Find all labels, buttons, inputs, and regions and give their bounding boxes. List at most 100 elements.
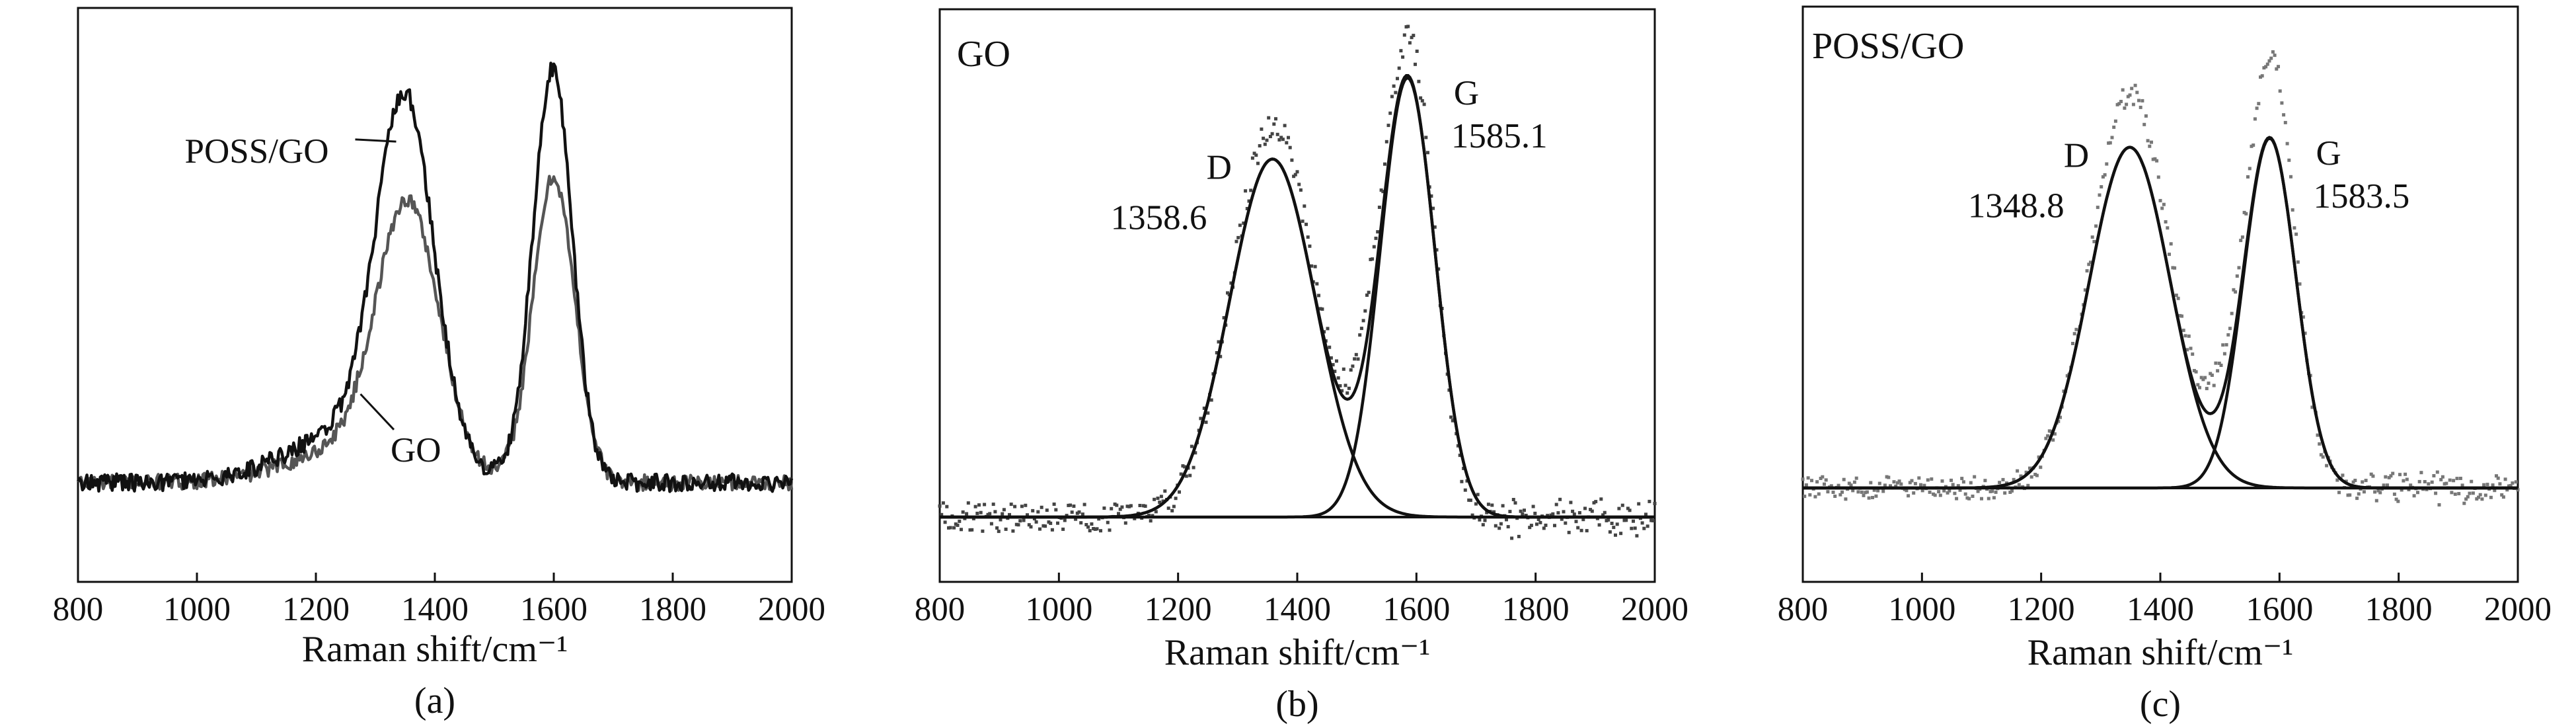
data-point: [1876, 489, 1880, 493]
data-point: [1844, 497, 1848, 501]
data-point: [1961, 480, 1965, 484]
data-point: [1308, 244, 1312, 248]
data-point: [2185, 348, 2189, 352]
data-point: [1236, 235, 1240, 239]
data-point: [2439, 477, 2443, 481]
data-point: [2392, 492, 2396, 496]
data-point: [2071, 342, 2074, 345]
data-point: [1290, 158, 1294, 162]
data-point: [2396, 499, 2400, 503]
data-point: [1143, 505, 1147, 508]
data-point: [2416, 491, 2419, 495]
data-point: [1326, 327, 1330, 331]
data-point: [2296, 260, 2300, 264]
data-point: [1910, 479, 1914, 483]
data-point: [2176, 296, 2180, 300]
data-point: [1510, 536, 1514, 540]
data-point: [1517, 534, 1521, 538]
data-point: [1431, 206, 1435, 210]
data-point: [2049, 430, 2053, 434]
data-point: [1250, 156, 1254, 160]
data-point: [1379, 188, 1383, 192]
data-point: [971, 516, 975, 520]
data-point: [1274, 117, 1277, 121]
data-point: [2101, 175, 2105, 179]
data-point: [1895, 481, 1899, 485]
data-point: [1315, 282, 1319, 286]
data-point: [1569, 501, 1573, 505]
data-point: [1564, 521, 1568, 525]
data-point: [1072, 505, 1076, 508]
peak-letter-d: D: [2064, 137, 2089, 175]
data-point: [2125, 102, 2129, 106]
data-point: [1955, 497, 1959, 501]
data-point: [1349, 368, 1353, 372]
data-point: [1417, 79, 1421, 83]
data-point: [2155, 159, 2159, 163]
data-point: [1084, 523, 1088, 526]
data-point: [1950, 478, 1953, 482]
data-point: [1424, 136, 1428, 140]
data-point: [2090, 235, 2094, 239]
data-point: [1885, 475, 1889, 479]
data-point: [1967, 497, 1971, 501]
data-point: [2303, 331, 2307, 335]
data-point: [1166, 506, 1170, 510]
x-tick-label: 1400: [1264, 591, 1331, 628]
data-point: [1268, 135, 1272, 138]
data-point: [1989, 489, 1992, 493]
data-point: [2246, 175, 2250, 179]
data-point: [1369, 257, 1373, 261]
data-point: [1971, 495, 1975, 498]
data-point: [2341, 473, 2345, 477]
data-point: [1009, 503, 1013, 506]
data-point: [2181, 329, 2185, 333]
data-point: [1851, 489, 1855, 493]
data-point: [1001, 512, 1004, 516]
data-point: [1538, 520, 1542, 524]
data-point: [1899, 482, 1903, 486]
data-point: [2158, 198, 2162, 202]
data-point: [2029, 475, 2033, 479]
data-point: [2509, 484, 2513, 487]
data-point: [2386, 483, 2389, 487]
data-point: [1345, 391, 1349, 395]
data-point: [1905, 489, 1909, 493]
data-point: [966, 501, 970, 505]
data-point: [1619, 532, 1623, 536]
data-point: [2226, 333, 2230, 337]
data-point: [1881, 489, 1885, 493]
data-point: [1295, 170, 1299, 174]
data-point: [1644, 512, 1648, 516]
data-point: [1306, 235, 1310, 239]
data-point: [1458, 454, 1462, 458]
data-point: [2107, 141, 2111, 145]
data-point: [2493, 489, 2497, 493]
data-point: [2024, 470, 2028, 474]
data-point: [2455, 477, 2459, 481]
x-ticks-c: 800 1000 1200 1400 1600 1800 2000: [1778, 573, 2552, 628]
data-point: [1960, 477, 1964, 481]
annotation-leader: [360, 393, 395, 430]
data-point: [2260, 74, 2264, 78]
data-point: [1399, 49, 1403, 53]
data-point: [1894, 484, 1898, 488]
data-point: [2191, 352, 2195, 356]
data-point: [1406, 24, 1410, 28]
data-point: [1913, 481, 1917, 485]
data-point: [1562, 510, 1566, 514]
data-point: [2137, 99, 2140, 102]
data-point: [2275, 67, 2279, 71]
data-point: [1951, 483, 1955, 487]
data-point: [1856, 490, 1860, 494]
data-point: [2239, 239, 2243, 243]
data-point: [2230, 311, 2234, 315]
data-point: [1014, 522, 1018, 526]
data-point: [977, 503, 981, 507]
data-point: [2047, 429, 2051, 433]
data-point: [1193, 451, 1197, 455]
data-point: [2291, 208, 2294, 212]
data-point: [1819, 477, 1823, 480]
data-point: [1351, 364, 1355, 368]
data-point: [1388, 111, 1392, 115]
